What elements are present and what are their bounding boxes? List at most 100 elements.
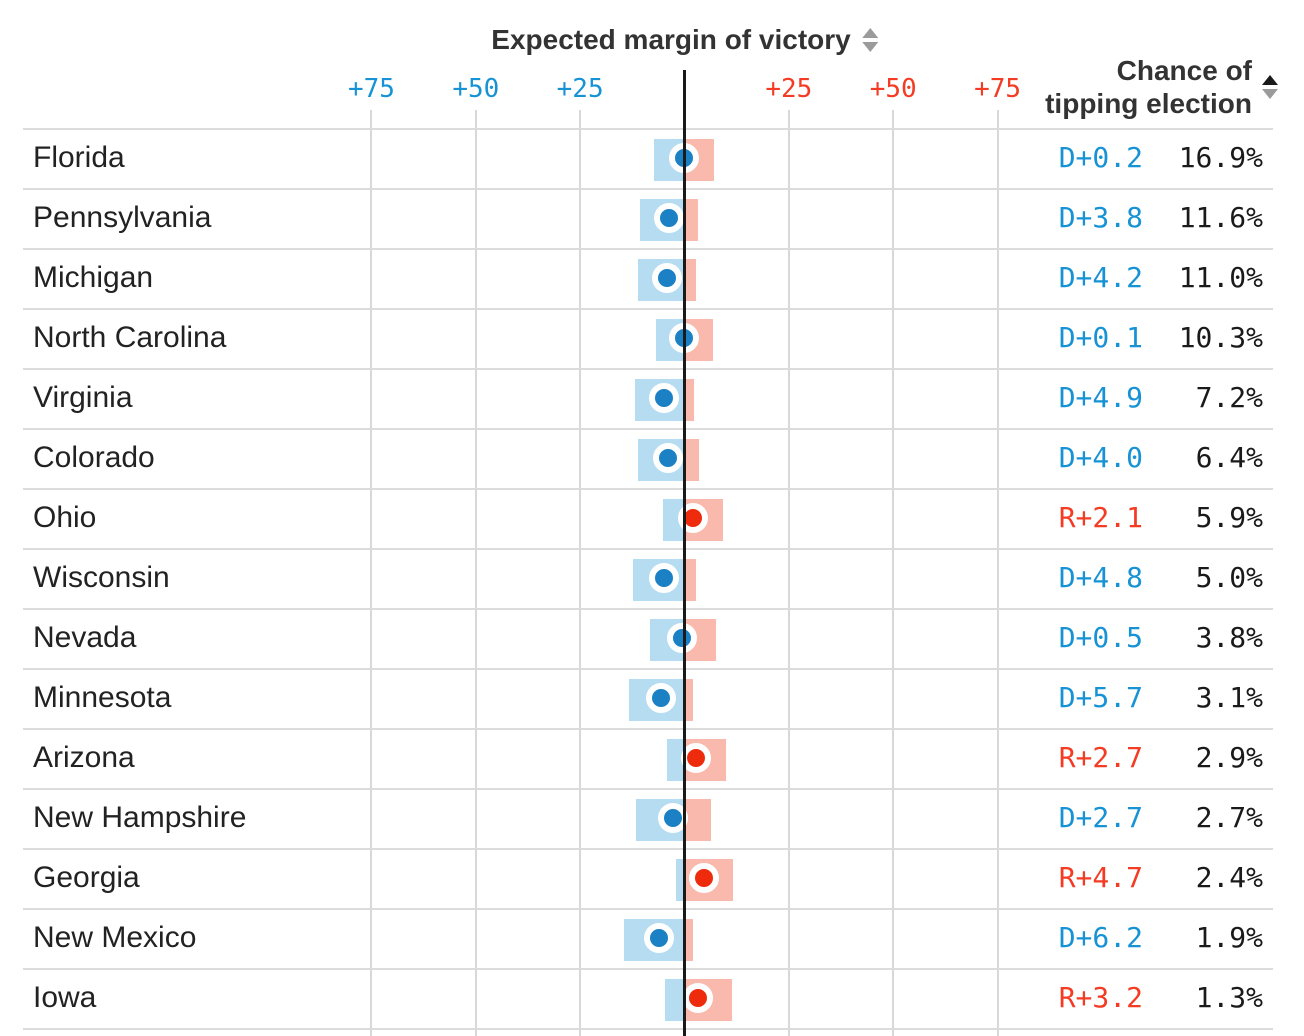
expected-margin-dot: [653, 203, 684, 233]
chance-value: 2.9%: [1195, 741, 1263, 774]
dem-interval-bar: [676, 859, 685, 901]
axis-tick-label: +75: [347, 74, 395, 104]
chance-value: 11.6%: [1178, 201, 1263, 234]
table-row: Colorado D+4.0 6.4%: [23, 428, 1273, 488]
rep-interval-bar: [684, 259, 697, 301]
state-name: Michigan: [33, 261, 154, 294]
chance-value: 5.0%: [1195, 561, 1263, 594]
rep-interval-bar: [684, 799, 711, 841]
axis-tick-label: +50: [452, 74, 500, 104]
chance-column-header[interactable]: Chance of tipping election: [1045, 54, 1278, 120]
chance-column-title: Chance of tipping election: [1045, 55, 1252, 119]
expected-margin-dot: [645, 683, 676, 713]
margin-column-header[interactable]: Expected margin of victory: [491, 24, 879, 56]
chance-value: 3.8%: [1195, 621, 1263, 654]
axis-gridline: [474, 110, 477, 1036]
state-name: North Carolina: [33, 321, 227, 354]
table-row: Iowa R+3.2 1.3%: [23, 968, 1273, 1028]
chance-value: 2.7%: [1195, 801, 1263, 834]
margin-value: D+3.8: [1058, 201, 1143, 234]
expected-margin-dot: [649, 383, 680, 413]
margin-value: D+4.9: [1058, 381, 1143, 414]
margin-value: D+0.5: [1058, 621, 1143, 654]
chance-value: 2.4%: [1195, 861, 1263, 894]
table-row: Minnesota D+5.7 3.1%: [23, 668, 1273, 728]
sort-arrows-margin: [862, 28, 879, 52]
margin-value: D+6.2: [1058, 921, 1143, 954]
margin-value: D+0.1: [1058, 321, 1143, 354]
rep-interval-bar: [684, 559, 697, 601]
table-row: Arizona R+2.7 2.9%: [23, 728, 1273, 788]
expected-margin-dot: [682, 983, 713, 1013]
table-row: Ohio R+2.1 5.9%: [23, 488, 1273, 548]
table-row: North Carolina D+0.1 10.3%: [23, 308, 1273, 368]
dem-interval-bar: [666, 739, 685, 781]
axis-gridline: [996, 110, 999, 1036]
state-name: Minnesota: [33, 681, 172, 714]
margin-value: D+2.7: [1058, 801, 1143, 834]
state-name: Ohio: [33, 501, 97, 534]
margin-value: R+4.7: [1058, 861, 1143, 894]
rep-interval-bar: [684, 679, 694, 721]
rep-interval-bar: [684, 439, 700, 481]
expected-margin-dot: [652, 443, 683, 473]
axis-tick-label: +25: [556, 74, 604, 104]
chance-value: 6.4%: [1195, 441, 1263, 474]
chance-value: 10.3%: [1178, 321, 1263, 354]
state-name: New Mexico: [33, 921, 197, 954]
state-name: Virginia: [33, 381, 133, 414]
table-row: Georgia R+4.7 2.4%: [23, 848, 1273, 908]
state-name: Georgia: [33, 861, 140, 894]
chance-value: 5.9%: [1195, 501, 1263, 534]
table-row: Virginia D+4.9 7.2%: [23, 368, 1273, 428]
table-row: New Hampshire D+2.7 2.7%: [23, 788, 1273, 848]
margin-value: D+4.8: [1058, 561, 1143, 594]
zero-margin-line: [683, 70, 686, 1036]
rep-interval-bar: [684, 379, 695, 421]
chance-value: 11.0%: [1178, 261, 1263, 294]
state-name: Nevada: [33, 621, 137, 654]
chance-value: 1.9%: [1195, 921, 1263, 954]
table-row: Wisconsin D+4.8 5.0%: [23, 548, 1273, 608]
expected-margin-dot: [651, 263, 682, 293]
expected-margin-dot: [649, 563, 680, 593]
sort-up-icon: [862, 28, 879, 38]
axis-gridline: [579, 110, 582, 1036]
state-name: Wisconsin: [33, 561, 170, 594]
margin-value: D+4.0: [1058, 441, 1143, 474]
state-name: New Hampshire: [33, 801, 247, 834]
state-name: Iowa: [33, 981, 97, 1014]
margin-column-title: Expected margin of victory: [491, 24, 851, 55]
chance-value: 3.1%: [1195, 681, 1263, 714]
axis-tick-label: +50: [869, 74, 917, 104]
expected-margin-dot: [643, 923, 674, 953]
table-row: New Mexico D+6.2 1.9%: [23, 908, 1273, 968]
table-row: Pennsylvania D+3.8 11.6%: [23, 188, 1273, 248]
margin-value: D+5.7: [1058, 681, 1143, 714]
rep-interval-bar: [684, 199, 698, 241]
axis-tick-label: +75: [974, 74, 1022, 104]
expected-margin-dot: [667, 623, 698, 653]
table-bottom-divider: [23, 1028, 1273, 1030]
sort-up-icon: [1262, 75, 1278, 85]
table-row: Michigan D+4.2 11.0%: [23, 248, 1273, 308]
chance-value: 7.2%: [1195, 381, 1263, 414]
margin-value: R+2.1: [1058, 501, 1143, 534]
state-name: Pennsylvania: [33, 201, 212, 234]
axis-gridline: [370, 110, 373, 1036]
margin-value: D+0.2: [1058, 141, 1143, 174]
axis-gridline: [892, 110, 895, 1036]
rep-interval-bar: [684, 919, 693, 961]
margin-value: R+3.2: [1058, 981, 1143, 1014]
sort-down-icon: [1262, 89, 1278, 99]
chance-value: 1.3%: [1195, 981, 1263, 1014]
state-name: Florida: [33, 141, 125, 174]
table-row: Nevada D+0.5 3.8%: [23, 608, 1273, 668]
chance-value: 16.9%: [1178, 141, 1263, 174]
table-row: Florida D+0.2 16.9%: [23, 128, 1273, 188]
margin-value: R+2.7: [1058, 741, 1143, 774]
dem-interval-bar: [664, 979, 685, 1021]
margin-value: D+4.2: [1058, 261, 1143, 294]
axis-gridline: [787, 110, 790, 1036]
